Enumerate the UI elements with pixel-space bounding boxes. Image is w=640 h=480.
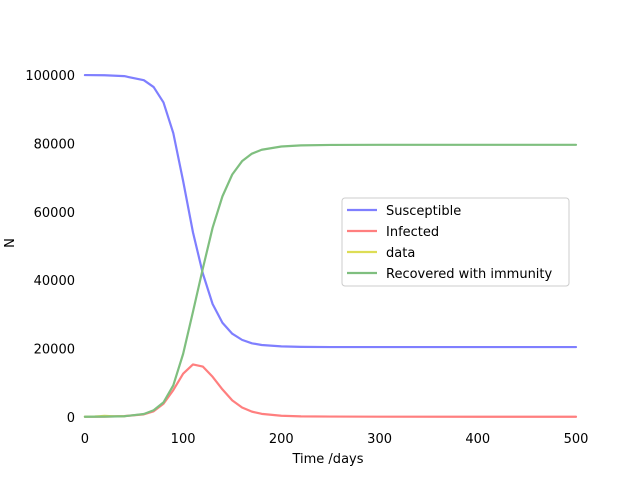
x-tick-label: 500 (564, 432, 589, 447)
legend-entry-data: data (347, 246, 415, 261)
legend-entry-susceptible: Susceptible (347, 204, 461, 219)
legend-label: Recovered with immunity (386, 267, 553, 282)
legend-label: data (386, 246, 415, 261)
legend-frame (341, 197, 570, 287)
series-line-infected (83, 363, 578, 418)
legend-entry-recovered-with-immunity: Recovered with immunity (347, 267, 553, 282)
legend: Susceptible Infected data Recovered with im… (341, 197, 570, 287)
y-tick-label: 40000 (34, 274, 75, 289)
y-tick-label: 100000 (25, 69, 75, 84)
y-tick-label: 20000 (34, 342, 75, 357)
y-axis-ticks: 0 20000 40000 60000 80000 100000 (25, 69, 75, 426)
x-tick-label: 100 (171, 432, 196, 447)
plot-area (83, 73, 578, 418)
legend-label: Susceptible (386, 204, 461, 219)
y-tick-label: 60000 (34, 206, 75, 221)
y-tick-label: 80000 (34, 137, 75, 152)
x-tick-label: 300 (367, 432, 392, 447)
x-tick-label: 0 (81, 432, 89, 447)
legend-label: Infected (386, 225, 439, 240)
x-tick-label: 400 (465, 432, 490, 447)
y-tick-label: 0 (67, 411, 75, 426)
series-line-recovered-with-immunity (83, 143, 578, 418)
legend-entry-infected: Infected (347, 225, 439, 240)
x-tick-label: 200 (269, 432, 294, 447)
series-line-susceptible (83, 73, 578, 349)
legend-entries: Susceptible Infected data Recovered with im… (347, 204, 553, 282)
y-axis-label: N (3, 238, 18, 248)
x-axis-label: Time /days (291, 452, 363, 467)
x-axis-ticks: 0 100 200 300 400 500 (81, 432, 589, 447)
